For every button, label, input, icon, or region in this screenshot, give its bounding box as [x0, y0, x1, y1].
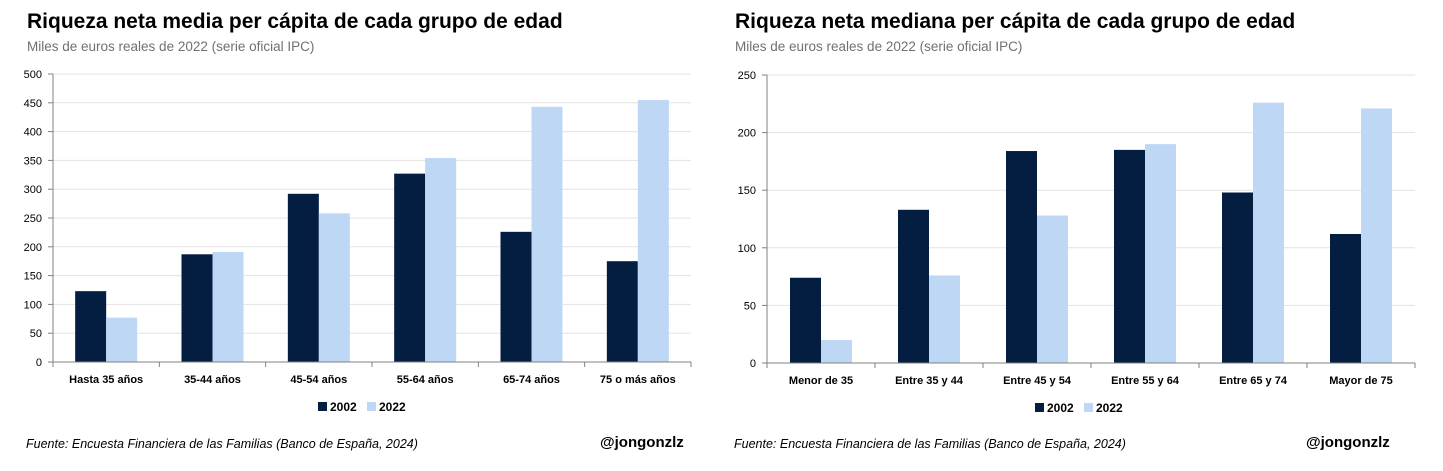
bar-2002 — [75, 291, 107, 362]
x-tick-label: 65-74 años — [503, 374, 560, 386]
legend-swatch-2002 — [318, 402, 327, 411]
bar-2022 — [1253, 102, 1284, 363]
y-tick-label: 0 — [750, 358, 756, 370]
y-tick-label: 200 — [738, 128, 756, 140]
y-tick-label: 100 — [24, 299, 42, 311]
x-tick-label: Entre 35 y 44 — [895, 375, 964, 387]
x-tick-label: Entre 55 y 64 — [1111, 375, 1180, 387]
bar-2022 — [929, 275, 960, 363]
y-tick-label: 250 — [24, 213, 42, 225]
y-tick-label: 500 — [24, 69, 42, 81]
chart-title: Riqueza neta media per cápita de cada gr… — [27, 10, 563, 33]
bar-2002 — [287, 193, 319, 362]
bar-2002 — [500, 231, 532, 362]
bar-chart-median: 0 50 100 150 200 250 Menor de 35 Entre 35 y 44 E… — [738, 70, 1416, 415]
legend-label: 2022 — [1096, 401, 1123, 415]
bar-2002 — [1006, 151, 1037, 363]
bar-2022 — [425, 158, 457, 362]
x-tick-label: Entre 65 y 74 — [1219, 375, 1288, 387]
bar-2002 — [898, 209, 929, 363]
bar-2002 — [790, 277, 821, 363]
bar-2002 — [181, 254, 213, 362]
legend-swatch-2022 — [1084, 403, 1093, 412]
y-tick-label: 250 — [738, 70, 756, 82]
y-tick-label: 350 — [24, 155, 42, 167]
author-handle: @jongonzlz — [1306, 434, 1390, 451]
bar-2022 — [318, 213, 350, 362]
bar-chart-mean: 0 50 100 150 200 250 300 350 400 450 500 Hasta 35 a… — [24, 69, 692, 414]
x-tick-label: 35-44 años — [184, 374, 241, 386]
legend-label: 2002 — [1047, 401, 1074, 415]
legend-swatch-2002 — [1035, 403, 1044, 412]
bar-2002 — [1222, 192, 1253, 363]
bar-2022 — [106, 317, 138, 362]
y-tick-label: 300 — [24, 184, 42, 196]
bar-2022 — [1361, 108, 1392, 364]
bar-2002 — [1330, 233, 1361, 363]
bar-2002 — [394, 173, 426, 362]
y-tick-label: 50 — [30, 328, 42, 340]
y-tick-label: 150 — [738, 185, 756, 197]
bar-2022 — [1037, 215, 1068, 363]
y-tick-label: 0 — [36, 357, 42, 369]
bar-2002 — [1114, 149, 1145, 363]
y-tick-label: 150 — [24, 271, 42, 283]
x-tick-label: Hasta 35 años — [69, 374, 143, 386]
y-tick-label: 400 — [24, 127, 42, 139]
source-note: Fuente: Encuesta Financiera de las Famil… — [734, 437, 1126, 451]
bar-2002 — [606, 261, 638, 362]
bar-2022 — [1145, 144, 1176, 363]
legend-label: 2002 — [330, 400, 357, 414]
y-tick-label: 100 — [738, 243, 756, 255]
x-tick-label: 75 o más años — [600, 374, 676, 386]
author-handle: @jongonzlz — [600, 434, 684, 451]
bar-2022 — [212, 251, 244, 362]
chart-subtitle: Miles de euros reales de 2022 (serie ofi… — [27, 39, 315, 54]
y-tick-label: 450 — [24, 98, 42, 110]
x-tick-label: 55-64 años — [397, 374, 454, 386]
chart-subtitle: Miles de euros reales de 2022 (serie ofi… — [735, 39, 1023, 54]
source-note: Fuente: Encuesta Financiera de las Famil… — [26, 437, 418, 451]
x-tick-label: 45-54 años — [290, 374, 347, 386]
chart-title: Riqueza neta mediana per cápita de cada … — [735, 10, 1296, 33]
bar-2022 — [821, 339, 852, 363]
x-tick-label: Mayor de 75 — [1329, 375, 1393, 387]
y-tick-label: 50 — [744, 300, 756, 312]
legend-swatch-2022 — [367, 402, 376, 411]
y-tick-label: 200 — [24, 242, 42, 254]
x-tick-label: Entre 45 y 54 — [1003, 375, 1072, 387]
chart-panel-mean: Riqueza neta media per cápita de cada gr… — [0, 0, 715, 471]
legend-label: 2022 — [379, 400, 406, 414]
bar-2022 — [531, 106, 563, 362]
chart-panel-median: Riqueza neta mediana per cápita de cada … — [708, 0, 1443, 471]
x-tick-label: Menor de 35 — [789, 375, 853, 387]
bar-2022 — [637, 99, 669, 363]
